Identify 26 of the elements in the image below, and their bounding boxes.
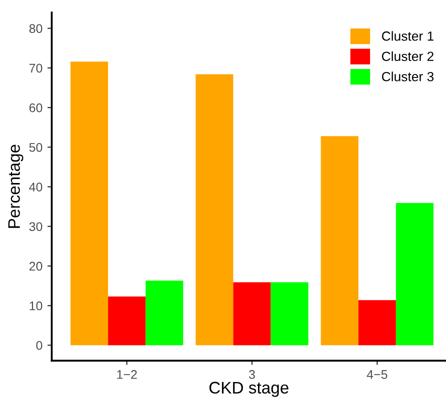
y-tick-label: 20: [29, 262, 42, 271]
legend-label: Cluster 1: [382, 31, 434, 41]
bar: [358, 300, 396, 346]
bar: [70, 62, 108, 346]
bar: [233, 282, 271, 346]
bar: [108, 296, 146, 346]
x-tick-label: 4−5: [366, 370, 388, 379]
x-tick-label: 3: [249, 370, 255, 379]
y-tick-label: 40: [29, 182, 42, 192]
y-tick-label: 60: [29, 103, 42, 112]
y-tick-label: 30: [29, 222, 42, 232]
bar: [146, 280, 184, 346]
bar: [396, 203, 434, 346]
y-tick-label: 80: [29, 24, 42, 33]
y-tick-label: 50: [29, 142, 42, 152]
bar: [196, 74, 234, 346]
x-axis-title: CKD stage: [209, 382, 288, 397]
x-tick-label: 1−2: [117, 370, 137, 379]
bar: [270, 282, 308, 346]
y-tick-label: 0: [36, 341, 42, 350]
legend-label: Cluster 2: [382, 51, 434, 62]
y-tick-label: 70: [29, 64, 42, 73]
y-tick-label: 10: [30, 301, 42, 310]
legend-label: Cluster 3: [382, 72, 434, 82]
bar: [320, 136, 358, 346]
y-axis-title: Percentage: [8, 144, 24, 228]
